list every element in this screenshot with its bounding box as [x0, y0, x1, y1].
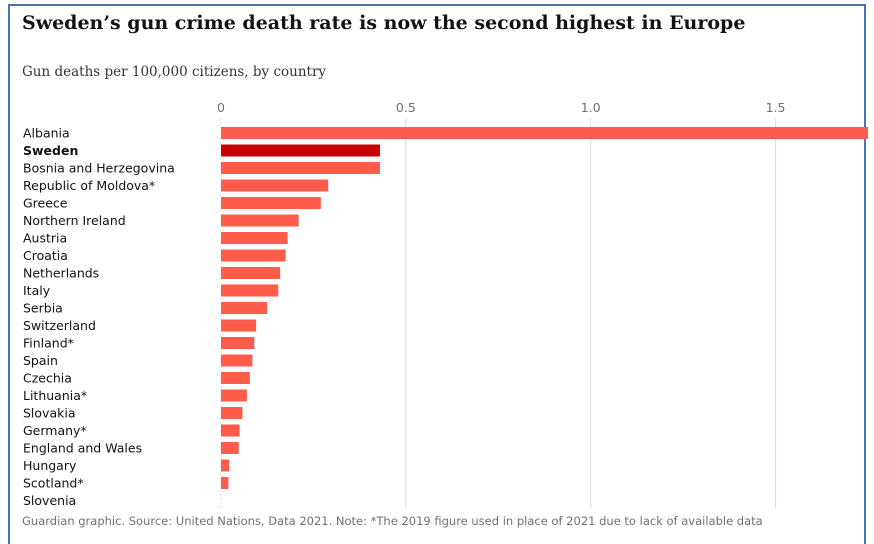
category-label: Hungary	[23, 458, 77, 473]
category-label: Austria	[23, 231, 67, 246]
bar-republic-of-moldova-	[221, 179, 329, 192]
bar-spain	[221, 354, 253, 367]
category-label: Netherlands	[23, 266, 99, 281]
chart-footer: Guardian graphic. Source: United Nations…	[22, 514, 763, 528]
bar-greece	[221, 197, 321, 209]
category-label: Republic of Moldova*	[23, 178, 155, 193]
category-label: Switzerland	[23, 318, 96, 333]
chart-title: Sweden’s gun crime death rate is now the…	[22, 12, 746, 34]
bar-netherlands	[221, 267, 281, 279]
bar-czechia	[221, 372, 250, 384]
bar-germany-	[221, 424, 240, 437]
bar-slovakia	[221, 407, 243, 419]
category-label: Slovakia	[23, 406, 75, 421]
bar-lithuania-	[221, 389, 247, 402]
category-label: Lithuania*	[23, 388, 87, 403]
figure-frame	[8, 4, 866, 544]
category-label: Slovenia	[23, 493, 76, 508]
bar-italy	[221, 284, 279, 297]
category-label: England and Wales	[23, 441, 142, 456]
category-label: Italy	[23, 283, 51, 298]
category-label: Greece	[23, 196, 68, 211]
bar-scotland-	[221, 477, 229, 489]
x-tick-label: 1.0	[581, 100, 601, 115]
bar-albania	[221, 127, 868, 139]
bar-serbia	[221, 302, 268, 314]
x-tick-label: 0	[217, 100, 225, 115]
category-label: Czechia	[23, 371, 72, 386]
category-label: Croatia	[23, 248, 68, 263]
bar-sweden	[221, 144, 380, 157]
bar-austria	[221, 232, 288, 244]
bar-bosnia-and-herzegovina	[221, 162, 380, 174]
category-label: Germany*	[23, 423, 87, 438]
category-label: Serbia	[23, 301, 63, 316]
chart-subtitle: Gun deaths per 100,000 citizens, by coun…	[22, 64, 327, 80]
category-label: Sweden	[23, 143, 78, 158]
x-tick-label: 0.5	[396, 100, 416, 115]
bar-croatia	[221, 249, 286, 262]
category-label: Finland*	[23, 336, 74, 351]
category-label: Albania	[23, 126, 70, 141]
bar-hungary	[221, 459, 230, 472]
bar-switzerland	[221, 319, 257, 332]
category-label: Spain	[23, 353, 58, 368]
bar-england-and-wales	[221, 442, 239, 454]
x-tick-label: 1.5	[766, 100, 786, 115]
bar-northern-ireland	[221, 214, 299, 227]
bar-finland-	[221, 337, 255, 349]
category-label: Northern Ireland	[23, 213, 126, 228]
category-label: Bosnia and Herzegovina	[23, 161, 175, 176]
category-label: Scotland*	[23, 476, 84, 491]
